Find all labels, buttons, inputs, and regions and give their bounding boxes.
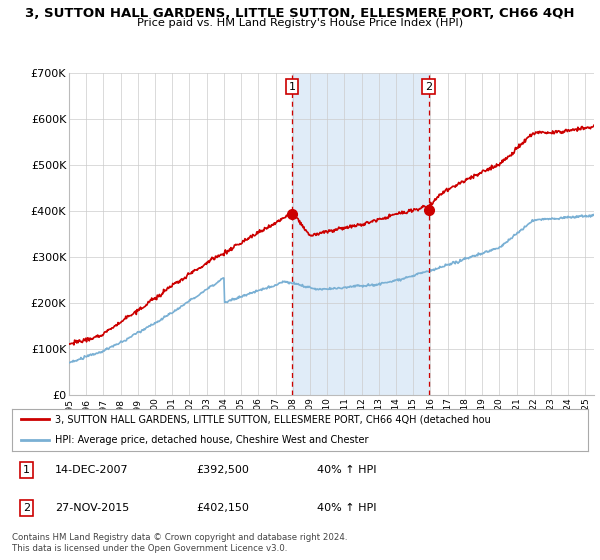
Text: Contains HM Land Registry data © Crown copyright and database right 2024.
This d: Contains HM Land Registry data © Crown c… [12,533,347,553]
Text: 3, SUTTON HALL GARDENS, LITTLE SUTTON, ELLESMERE PORT, CH66 4QH (detached hou: 3, SUTTON HALL GARDENS, LITTLE SUTTON, E… [55,414,491,424]
Text: £402,150: £402,150 [196,503,249,513]
Text: 27-NOV-2015: 27-NOV-2015 [55,503,130,513]
Text: 40% ↑ HPI: 40% ↑ HPI [317,465,377,475]
Text: £392,500: £392,500 [196,465,249,475]
Text: 2: 2 [425,82,433,92]
Text: 1: 1 [289,82,295,92]
Text: 40% ↑ HPI: 40% ↑ HPI [317,503,377,513]
Text: 2: 2 [23,503,30,513]
Text: Price paid vs. HM Land Registry's House Price Index (HPI): Price paid vs. HM Land Registry's House … [137,18,463,28]
Text: 14-DEC-2007: 14-DEC-2007 [55,465,129,475]
Text: 3, SUTTON HALL GARDENS, LITTLE SUTTON, ELLESMERE PORT, CH66 4QH: 3, SUTTON HALL GARDENS, LITTLE SUTTON, E… [25,7,575,20]
Bar [292,73,429,395]
Text: 1: 1 [23,465,30,475]
Text: HPI: Average price, detached house, Cheshire West and Chester: HPI: Average price, detached house, Ches… [55,435,368,445]
